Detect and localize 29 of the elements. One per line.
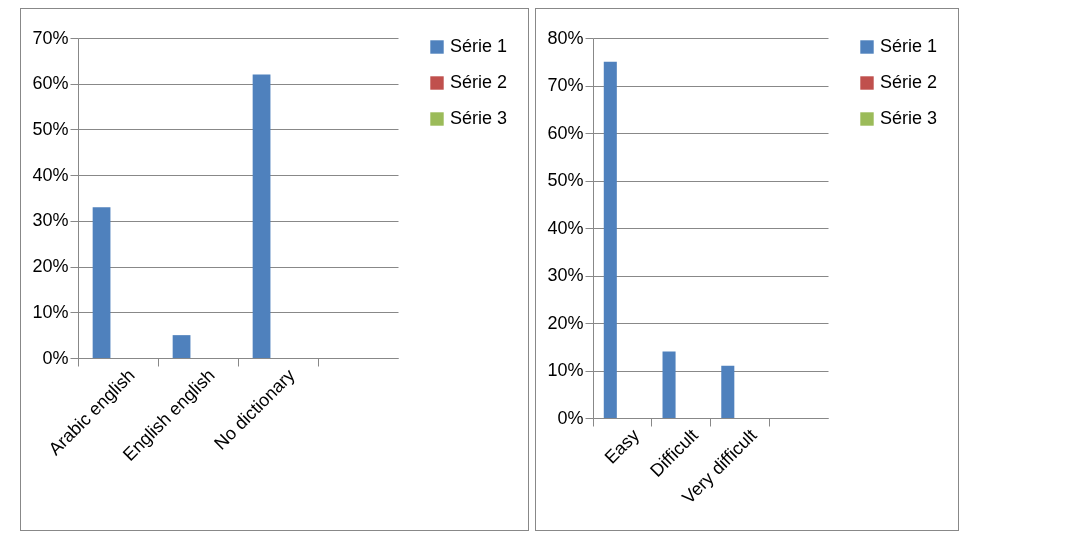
y-tick-label: 50% — [32, 118, 69, 139]
y-tick-label: 30% — [32, 210, 69, 231]
y-tick-label: 50% — [547, 170, 584, 190]
y-tick-label: 40% — [547, 217, 584, 238]
y-tick-label: 60% — [32, 73, 69, 94]
y-tick-label: 20% — [547, 312, 584, 333]
y-tick-label: 0% — [557, 407, 584, 428]
legend-label: Série 3 — [450, 108, 508, 128]
bar — [721, 365, 735, 418]
legend-label: Série 1 — [450, 36, 508, 56]
y-tick-label: 30% — [547, 265, 584, 285]
legend-label: Série 2 — [450, 72, 508, 92]
y-tick-label: 10% — [32, 301, 69, 322]
y-tick-label: 70% — [547, 75, 584, 95]
bar — [252, 74, 271, 358]
y-tick-label: 80% — [547, 27, 584, 48]
y-tick-label: 0% — [42, 347, 69, 368]
y-tick-label: 40% — [32, 164, 69, 185]
bar — [172, 335, 191, 358]
y-tick-label: 70% — [32, 27, 69, 48]
bar — [603, 61, 617, 418]
bar — [92, 207, 111, 358]
legend-label: Série 2 — [880, 72, 938, 92]
legend-label: Série 1 — [880, 36, 938, 56]
y-tick-label: 60% — [547, 122, 584, 143]
bar — [662, 351, 676, 418]
y-tick-label: 20% — [32, 256, 69, 277]
y-tick-label: 10% — [547, 360, 584, 380]
legend-label: Série 3 — [880, 108, 938, 128]
